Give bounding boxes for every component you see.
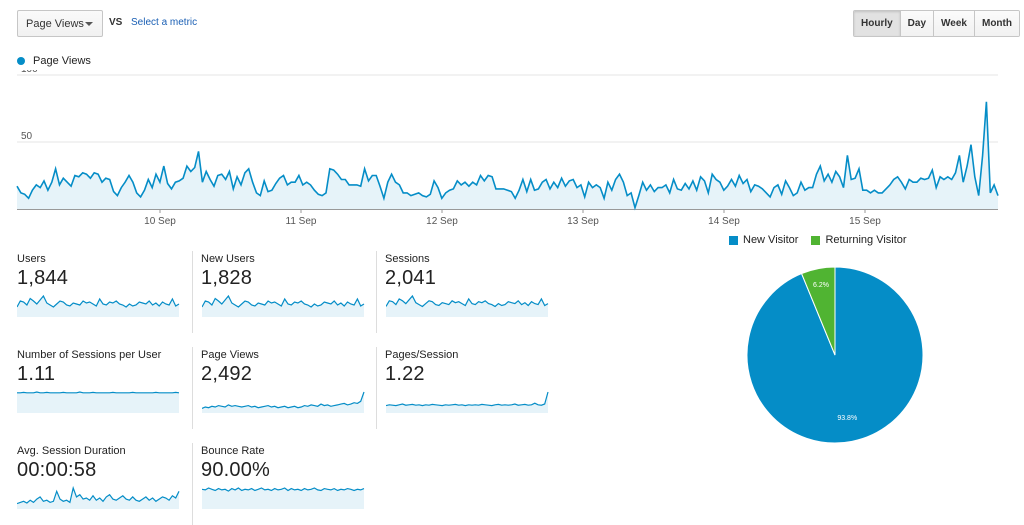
series-dot-icon xyxy=(17,57,25,65)
vs-label: VS xyxy=(109,17,123,28)
sparkline-line xyxy=(17,391,180,394)
sparkline xyxy=(386,391,549,413)
series-line xyxy=(16,101,999,211)
sparkline xyxy=(202,294,365,317)
tile-avg-session-duration[interactable]: Avg. Session Duration 00:00:58 xyxy=(17,443,187,525)
metric-select[interactable]: Page Views xyxy=(17,10,103,37)
sparkline-line xyxy=(17,294,180,308)
sparkline-line xyxy=(386,391,549,407)
period-week-button[interactable]: Week xyxy=(933,11,974,36)
page-views-chart[interactable]: 100 50 10 Sep 11 Sep 12 Sep 13 Sep 14 Sep 15 S… xyxy=(0,70,1004,230)
period-month-button[interactable]: Month xyxy=(973,11,1019,36)
sparkline-area xyxy=(202,392,364,413)
legend-label: New Visitor xyxy=(743,234,799,246)
x-tick-label: 12 Sep xyxy=(426,216,458,227)
pie-slice-returning-visitor[interactable] xyxy=(800,266,836,356)
tile-value: 1.11 xyxy=(17,363,56,385)
period-hourly-button[interactable]: Hourly xyxy=(854,11,900,36)
tile-value: 00:00:58 xyxy=(17,459,97,481)
tile-label: Users xyxy=(17,253,46,265)
visitor-type-pie-chart[interactable]: 93.8% 6.2% xyxy=(744,264,926,446)
x-tick-label: 11 Sep xyxy=(286,216,317,227)
sparkline-line xyxy=(17,485,180,505)
tile-label: New Users xyxy=(201,253,255,265)
metric-select-label: Page Views xyxy=(26,17,84,30)
tile-users[interactable]: Users 1,844 xyxy=(17,251,187,333)
period-day-button[interactable]: Day xyxy=(899,11,934,36)
tile-value: 2,041 xyxy=(385,267,437,289)
sparkline-line xyxy=(202,487,365,492)
sparkline-area xyxy=(202,296,364,317)
legend-series-label: Page Views xyxy=(33,55,91,67)
tile-page-views[interactable]: Page Views 2,492 xyxy=(192,347,371,429)
tile-label: Sessions xyxy=(385,253,430,265)
sparkline-area xyxy=(202,488,364,509)
select-metric-link[interactable]: Select a metric xyxy=(131,17,198,28)
tile-label: Page Views xyxy=(201,349,259,361)
tile-value: 90.00% xyxy=(201,459,271,481)
sparkline xyxy=(17,391,180,413)
legend-returning-visitor[interactable]: Returning Visitor xyxy=(811,234,907,246)
tile-label: Number of Sessions per User xyxy=(17,349,162,361)
series-area xyxy=(17,101,998,209)
pie-label-new-visitor: 93.8% xyxy=(837,415,857,422)
tile-new-users[interactable]: New Users 1,828 xyxy=(192,251,371,333)
chevron-down-icon xyxy=(85,22,93,26)
sparkline-area xyxy=(17,296,179,317)
swatch-icon xyxy=(729,235,738,245)
x-tick-label: 10 Sep xyxy=(144,216,176,227)
tile-label: Bounce Rate xyxy=(201,445,265,457)
tile-pages-per-session[interactable]: Pages/Session 1.22 xyxy=(376,347,555,429)
x-tick-label: 14 Sep xyxy=(708,216,740,227)
tile-value: 2,492 xyxy=(201,363,253,385)
tile-bounce-rate[interactable]: Bounce Rate 90.00% xyxy=(192,443,371,525)
sparkline-line xyxy=(202,391,365,409)
sparkline xyxy=(202,391,365,413)
sparkline-area xyxy=(386,392,548,413)
tile-value: 1,828 xyxy=(201,267,253,289)
sparkline xyxy=(17,485,180,509)
sparkline-area xyxy=(386,296,548,317)
y-tick-label: 100 xyxy=(21,70,38,75)
swatch-icon xyxy=(811,235,821,245)
sparkline xyxy=(202,487,365,509)
sparkline-area xyxy=(17,392,179,413)
tile-sessions[interactable]: Sessions 2,041 xyxy=(376,251,555,333)
legend-label: Returning Visitor xyxy=(825,234,907,246)
sparkline-line xyxy=(202,294,365,308)
pie-legend: New Visitor Returning Visitor xyxy=(729,234,920,246)
pie-label-returning-visitor: 6.2% xyxy=(813,282,829,289)
legend-new-visitor[interactable]: New Visitor xyxy=(729,234,798,246)
y-tick-label: 50 xyxy=(21,131,33,142)
period-toggle: Hourly Day Week Month xyxy=(853,10,1020,37)
sparkline-line xyxy=(386,294,549,308)
tile-sessions-per-user[interactable]: Number of Sessions per User 1.11 xyxy=(17,347,187,429)
tile-label: Pages/Session xyxy=(385,349,459,361)
main-chart-legend: Page Views xyxy=(17,55,91,67)
tile-value: 1,844 xyxy=(17,267,69,289)
sparkline xyxy=(17,294,180,317)
tile-label: Avg. Session Duration xyxy=(17,445,126,457)
tile-value: 1.22 xyxy=(385,363,425,385)
sparkline xyxy=(386,294,549,317)
x-tick-label: 13 Sep xyxy=(567,216,599,227)
x-tick-label: 15 Sep xyxy=(849,216,881,227)
